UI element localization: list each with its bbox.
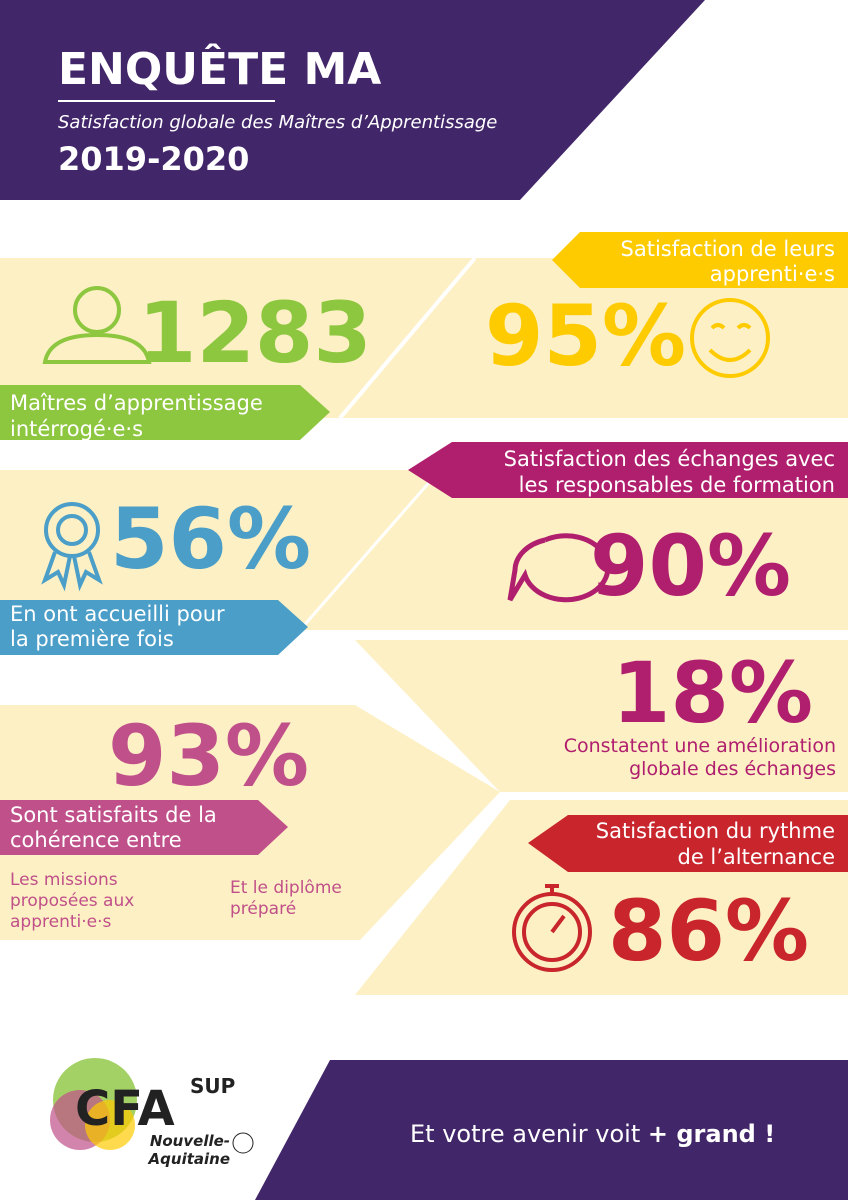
slogan: Et votre avenir voit + grand ! [410,1120,775,1148]
icon-stopwatch [512,884,592,972]
logo-sup: SUP [190,1074,235,1098]
stat-sublabel: Les missions proposées aux apprenti·e·s [10,870,134,932]
icon-bubble [507,533,611,603]
stat-value: 95% [485,287,686,385]
label-banner [0,600,308,655]
stat-value: 90% [590,517,791,615]
stat-value: 56% [110,490,311,588]
stat-label: En ont accueilli pour la première fois [10,602,225,651]
label-banner [408,442,848,498]
divider [298,469,442,631]
stat-value: 1283 [138,284,372,382]
icon-smiley [690,298,770,378]
title: ENQUÊTE MA [58,42,381,95]
stat-value: 93% [108,707,309,805]
stat-label: Constatent une amélioration globale des é… [564,735,836,780]
stat-sublabel: Et le diplôme préparé [230,878,342,919]
logo: CFA SUP Nouvelle-Aquitaine [50,1058,254,1168]
band [0,258,848,418]
years: 2019-2020 [58,140,249,178]
band [355,640,848,792]
stat-label: Satisfaction du rythme de l’alternance [596,819,835,869]
stat-label: Satisfaction de leurs apprenti·e·s [621,237,835,286]
stat-label: Satisfaction des échanges avec les respon… [504,447,835,497]
icon-medal [41,502,103,592]
band [0,470,848,630]
stat-label: Sont satisfaits de la cohérence entre [10,803,217,852]
stat-value: 18% [612,644,813,742]
icon-person [42,286,152,364]
subtitle: Satisfaction globale des Maîtres d’Appre… [58,112,497,133]
logo-text: CFA [75,1081,175,1137]
label-banner [552,232,848,288]
divider [338,256,477,420]
footer-bg [255,1060,848,1200]
logo-region: Nouvelle-Aquitaine [148,1132,230,1168]
header-bg [0,0,705,200]
label-banner [528,815,848,872]
cert-mark [232,1132,254,1154]
label-banner [0,800,288,855]
label-banner [0,385,330,440]
stat-label: Maîtres d’apprentissage intérrogé·e·s [10,391,263,441]
stat-value: 86% [608,882,809,980]
